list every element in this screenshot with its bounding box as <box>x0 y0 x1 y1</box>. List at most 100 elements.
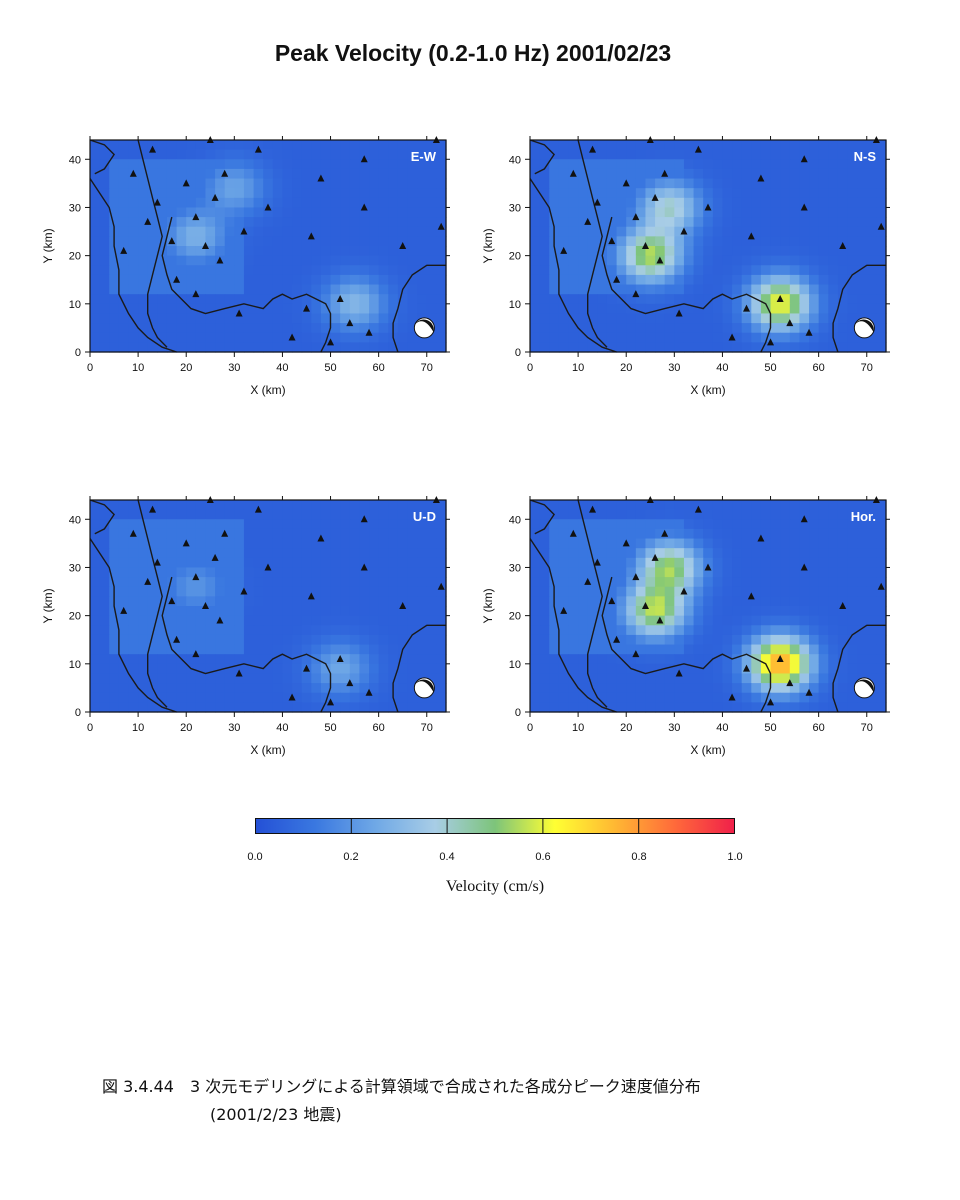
heatmap-cell <box>818 149 829 160</box>
heatmap-cell <box>243 284 255 295</box>
heatmap-cell <box>645 246 656 257</box>
heatmap-cell <box>253 188 264 199</box>
heatmap-cell <box>626 188 637 199</box>
heatmap-cell <box>587 500 598 511</box>
heatmap-cell <box>568 634 579 646</box>
heatmap-cell <box>176 577 187 588</box>
heatmap-cell <box>253 149 264 160</box>
heatmap-cell <box>234 673 245 684</box>
heatmap-cell <box>243 654 255 665</box>
heatmap-cell <box>272 188 284 199</box>
heatmap-cell <box>837 265 849 276</box>
heatmap-cell <box>837 168 849 180</box>
heatmap-cell <box>818 178 829 189</box>
heatmap-cell <box>828 615 839 626</box>
heatmap-cell <box>789 625 801 636</box>
heatmap-cell <box>760 226 772 237</box>
heatmap-cell <box>780 236 791 247</box>
heatmap-cell <box>349 625 361 636</box>
heatmap-cell <box>243 294 255 305</box>
heatmap-cell <box>655 663 666 675</box>
heatmap-cell <box>224 217 235 228</box>
heatmap-cell <box>99 342 110 353</box>
heatmap-cell <box>732 519 743 530</box>
heatmap-cell <box>215 188 226 199</box>
heatmap-cell <box>751 519 762 530</box>
heatmap-cell <box>176 702 187 713</box>
focal-mechanism-quadrant <box>415 319 434 332</box>
heatmap-cell <box>732 567 743 578</box>
heatmap-cell <box>147 625 158 636</box>
heatmap-cell <box>359 567 370 578</box>
heatmap-cell <box>587 538 598 549</box>
heatmap-cell <box>741 168 752 180</box>
heatmap-cell <box>369 246 380 257</box>
heatmap-cell <box>837 197 849 209</box>
heatmap-cell <box>426 294 437 305</box>
heatmap-cell <box>176 149 187 160</box>
station-marker <box>747 232 755 240</box>
heatmap-cell <box>655 519 666 530</box>
heatmap-cell <box>128 644 139 655</box>
heatmap-cell <box>558 226 570 237</box>
heatmap-cell <box>224 149 235 160</box>
heatmap-cell <box>436 197 447 209</box>
heatmap-cell <box>568 197 579 209</box>
heatmap-cell <box>674 332 685 343</box>
heatmap-cell <box>349 586 361 597</box>
heatmap-cell <box>157 149 168 160</box>
heatmap-cell <box>109 188 120 199</box>
x-tick-label: 60 <box>373 722 385 734</box>
heatmap-cell <box>818 654 829 665</box>
heatmap-cell <box>693 284 704 295</box>
heatmap-cell <box>741 634 752 646</box>
heatmap-cell <box>195 596 207 607</box>
heatmap-cell <box>828 226 839 237</box>
heatmap-cell <box>866 692 877 703</box>
heatmap-cell <box>234 692 245 703</box>
heatmap-cell <box>683 217 695 228</box>
heatmap-cell <box>558 168 570 180</box>
heatmap-cell <box>388 586 399 597</box>
heatmap-cell <box>407 567 418 578</box>
heatmap-cell <box>616 274 627 286</box>
heatmap-cell <box>837 323 849 334</box>
y-tick-label: 10 <box>509 299 521 311</box>
heatmap-cell <box>857 548 868 559</box>
heatmap-cell <box>789 159 801 170</box>
heatmap-cell <box>693 246 704 257</box>
heatmap-cell <box>828 246 839 257</box>
heatmap-cell <box>606 342 618 353</box>
component-label: N-S <box>854 149 877 164</box>
heatmap-cell <box>847 586 858 597</box>
heatmap-cell <box>426 159 437 170</box>
heatmap-cell <box>693 313 704 324</box>
heatmap-cell <box>263 303 274 315</box>
heatmap-cell <box>751 274 762 286</box>
heatmap-cell <box>253 702 264 713</box>
heatmap-cell <box>751 596 762 607</box>
heatmap-cell <box>205 692 216 703</box>
heatmap-cell <box>388 246 399 257</box>
heatmap-cell <box>597 625 608 636</box>
heatmap-cell <box>683 538 695 549</box>
heatmap-cell <box>732 188 743 199</box>
heatmap-cell <box>606 332 618 343</box>
heatmap-cell <box>530 634 541 646</box>
heatmap-cell <box>215 159 226 170</box>
heatmap-cell <box>597 663 608 675</box>
heatmap-cell <box>616 313 627 324</box>
heatmap-cell <box>311 634 322 646</box>
heatmap-cell <box>147 509 158 520</box>
heatmap-cell <box>195 654 207 665</box>
station-marker <box>757 534 765 542</box>
heatmap-cell <box>282 217 293 228</box>
heatmap-cell <box>693 323 704 334</box>
heatmap-cell <box>397 702 409 713</box>
heatmap-cell <box>703 567 714 578</box>
heatmap-cell <box>837 596 849 607</box>
heatmap-cell <box>828 663 839 675</box>
heatmap-cell <box>157 538 168 549</box>
heatmap-cell <box>388 528 399 540</box>
